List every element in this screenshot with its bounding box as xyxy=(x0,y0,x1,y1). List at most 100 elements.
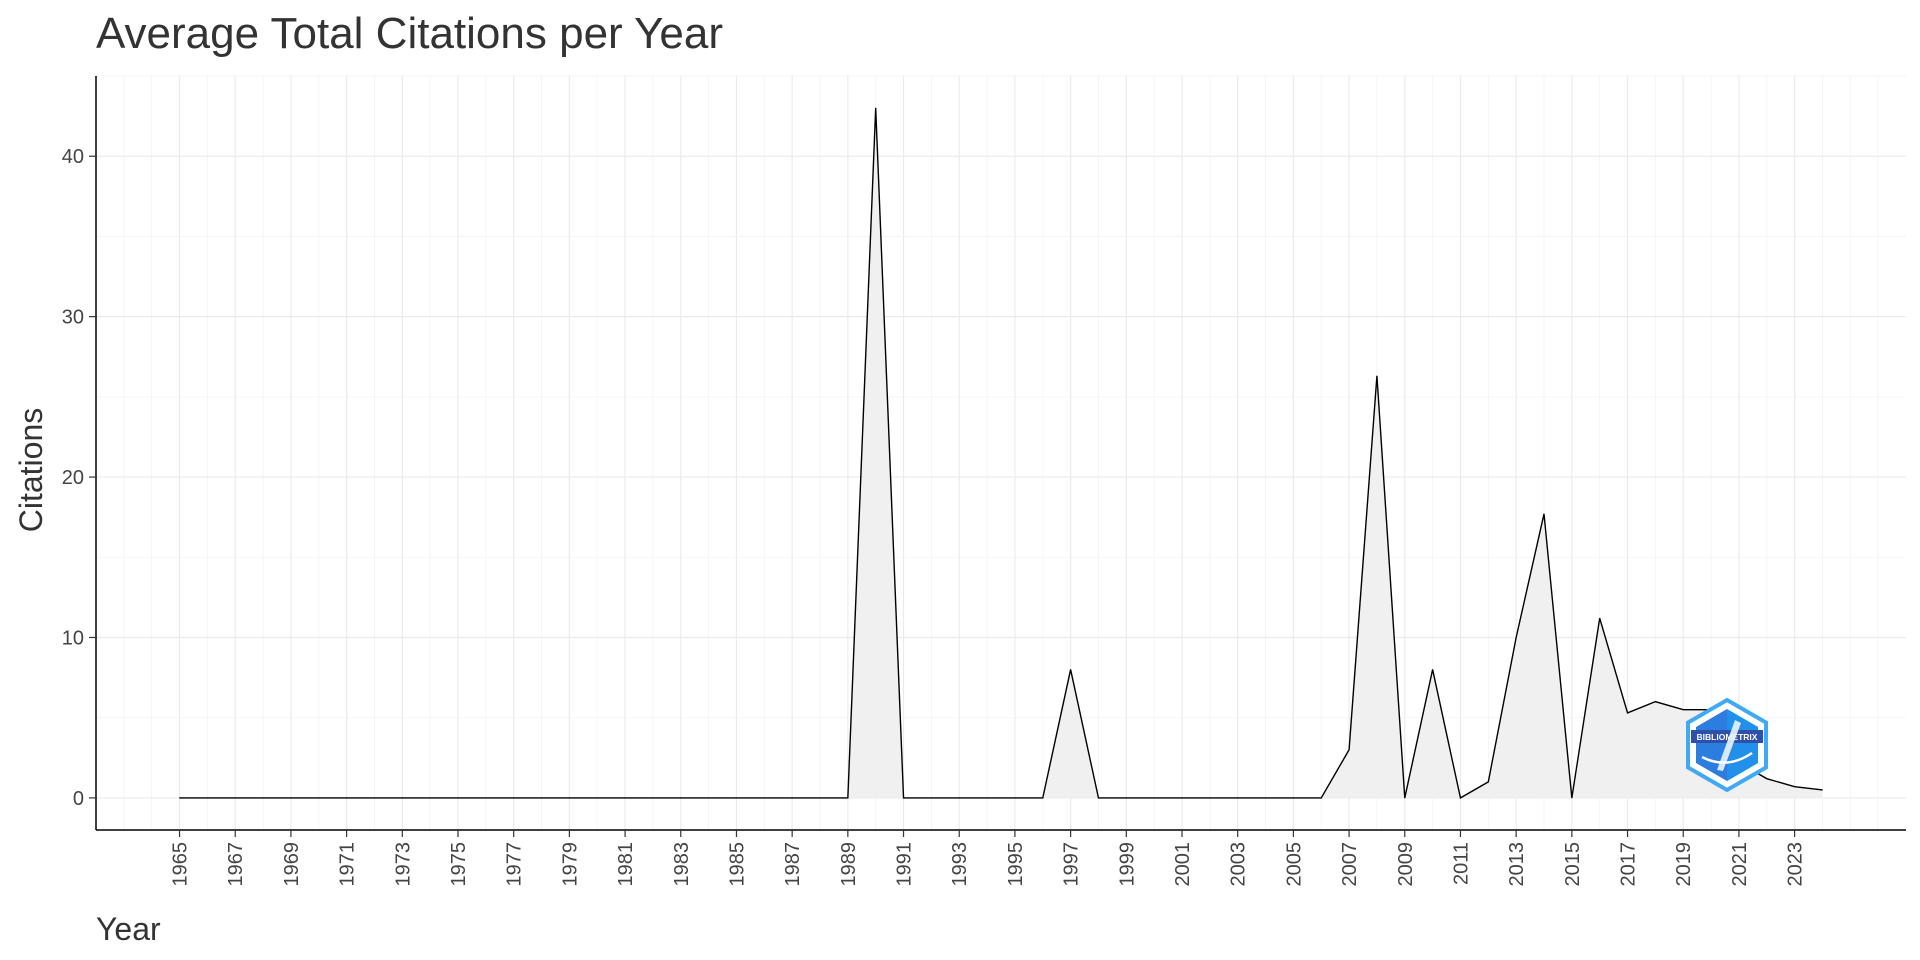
data-point xyxy=(903,797,905,799)
x-tick-label: 1997 xyxy=(1061,842,1083,887)
x-tick-label: 1975 xyxy=(448,842,470,887)
data-point xyxy=(485,797,487,799)
data-point xyxy=(1265,797,1267,799)
data-point xyxy=(1627,712,1629,714)
x-tick-label: 2001 xyxy=(1172,842,1194,887)
data-point xyxy=(262,797,264,799)
x-tick-label: 2007 xyxy=(1339,842,1361,887)
x-axis-title: Year xyxy=(96,911,161,947)
x-tick-label: 1983 xyxy=(671,842,693,887)
x-tick-label: 1979 xyxy=(559,842,581,887)
x-tick-label: 2015 xyxy=(1562,842,1584,887)
data-point xyxy=(1404,797,1406,799)
data-point xyxy=(819,797,821,799)
data-point xyxy=(1821,789,1823,791)
y-axis-title: Citations xyxy=(13,408,49,533)
data-point xyxy=(1432,669,1434,671)
x-tick-label: 1971 xyxy=(337,842,359,887)
data-point xyxy=(763,797,765,799)
x-tick-label: 1967 xyxy=(225,842,247,887)
x-tick-label: 1989 xyxy=(838,842,860,887)
data-point xyxy=(680,797,682,799)
y-tick-label: 30 xyxy=(62,307,84,329)
x-tick-label: 1965 xyxy=(170,842,192,887)
x-tick-label: 2011 xyxy=(1450,842,1472,885)
chart-title: Average Total Citations per Year xyxy=(96,9,723,58)
data-point xyxy=(568,797,570,799)
data-point xyxy=(1014,797,1016,799)
data-point xyxy=(1097,797,1099,799)
data-point xyxy=(1070,669,1072,671)
tick-labels: 0 10 20 30 40 1965 1967 1969 1971 1973 1975 1977 197… xyxy=(62,146,1807,886)
x-tick-label: 2019 xyxy=(1673,842,1695,887)
x-tick-label: 2021 xyxy=(1729,842,1751,887)
data-point xyxy=(930,797,932,799)
data-point xyxy=(346,797,348,799)
x-tick-label: 1969 xyxy=(281,842,303,887)
x-tick-label: 1991 xyxy=(894,842,916,887)
data-point xyxy=(318,797,320,799)
x-tick-label: 1973 xyxy=(392,842,414,887)
data-point xyxy=(234,797,236,799)
data-point xyxy=(541,797,543,799)
data-point xyxy=(1320,797,1322,799)
data-point xyxy=(708,797,710,799)
x-tick-label: 2003 xyxy=(1228,842,1250,887)
x-tick-label: 1981 xyxy=(615,842,637,887)
data-point xyxy=(958,797,960,799)
grid xyxy=(96,75,1906,830)
y-tick-label: 10 xyxy=(62,627,84,649)
data-point xyxy=(179,797,181,799)
data-point xyxy=(1042,797,1044,799)
data-point xyxy=(290,797,292,799)
data-point xyxy=(1599,617,1601,619)
data-point xyxy=(1237,797,1239,799)
data-point xyxy=(1459,797,1461,799)
data-point xyxy=(429,797,431,799)
logo-text: BIBLIOMETRIX xyxy=(1697,732,1758,742)
x-tick-label: 1995 xyxy=(1005,842,1027,887)
data-point xyxy=(1348,749,1350,751)
data-point xyxy=(1125,797,1127,799)
data-point xyxy=(847,797,849,799)
data-point xyxy=(1181,797,1183,799)
data-point xyxy=(1571,797,1573,799)
series-line xyxy=(179,108,1823,799)
data-point xyxy=(513,797,515,799)
bibliometrix-logo: BIBLIOMETRIX xyxy=(1686,697,1768,793)
x-tick-label: 2017 xyxy=(1618,842,1640,887)
logo-banner xyxy=(1691,730,1763,743)
plot-area xyxy=(179,107,1823,799)
data-point xyxy=(1654,701,1656,703)
data-point xyxy=(1292,797,1294,799)
data-point xyxy=(624,797,626,799)
axes xyxy=(89,76,1906,837)
area-fill xyxy=(179,108,1823,798)
y-tick-label: 0 xyxy=(73,788,84,810)
data-point xyxy=(1487,781,1489,783)
data-point xyxy=(986,797,988,799)
data-point xyxy=(1682,709,1684,711)
data-point xyxy=(1515,636,1517,638)
data-point xyxy=(791,797,793,799)
x-tick-label: 1999 xyxy=(1116,842,1138,887)
data-point xyxy=(457,797,459,799)
data-point xyxy=(1209,797,1211,799)
data-point xyxy=(735,797,737,799)
data-point xyxy=(596,797,598,799)
y-tick-label: 20 xyxy=(62,467,84,489)
data-point xyxy=(401,797,403,799)
x-tick-label: 1985 xyxy=(726,842,748,887)
x-tick-label: 1993 xyxy=(949,842,971,887)
logo-quill-icon xyxy=(1717,720,1741,771)
data-point xyxy=(1376,375,1378,377)
data-point xyxy=(373,797,375,799)
data-point xyxy=(875,107,877,109)
x-tick-label: 1977 xyxy=(504,842,526,887)
x-tick-label: 2005 xyxy=(1283,842,1305,887)
data-point xyxy=(1766,778,1768,780)
data-point xyxy=(1794,786,1796,788)
x-tick-label: 2009 xyxy=(1395,842,1417,887)
